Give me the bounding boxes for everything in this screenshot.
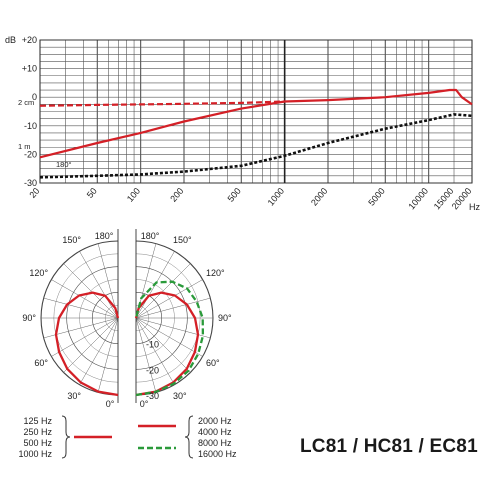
x-tick-label: 50 <box>85 186 99 200</box>
y-tick-label: -30 <box>24 178 37 188</box>
polar-spoke <box>135 317 203 357</box>
polar-spoke <box>135 317 175 385</box>
polar-angle-label: 90° <box>22 313 36 323</box>
polar-angle-label: 0° <box>106 399 115 409</box>
y-axis-unit-label: dB <box>5 35 16 45</box>
polar-series-line <box>54 291 120 397</box>
x-tick-label: 10000 <box>406 186 430 212</box>
plot-frame <box>39 39 473 184</box>
x-tick-label: 200 <box>168 186 185 204</box>
frequency-response-chart: +20 +10 0 -10 -20 -30 20 50 100 200 500 1000 2000 50… <box>5 35 480 212</box>
polar-angle-label: 30° <box>173 391 187 401</box>
legend-label-right: 16000 Hz <box>198 449 237 459</box>
annotation-2cm: 2 cm <box>18 98 34 107</box>
model-title: LC81 / HC81 / EC81 <box>300 436 478 457</box>
x-axis-unit-label: Hz <box>469 202 480 212</box>
y-axis-tick-labels: +20 +10 0 -10 -20 -30 <box>22 35 37 188</box>
polar-angle-label: 180° <box>141 231 160 241</box>
annotation-180deg: 180° <box>56 160 72 169</box>
polar-radial-label: -10 <box>146 340 159 350</box>
polar-right-half <box>134 229 214 403</box>
polar-angle-label: 120° <box>29 268 48 278</box>
legend-left-brace <box>61 415 71 459</box>
polar-angle-label: 30° <box>67 391 81 401</box>
polar-angle-label: 180° <box>95 231 114 241</box>
legend-label-left: 250 Hz <box>23 427 52 437</box>
x-tick-label: 1000 <box>266 186 287 208</box>
y-tick-label: -10 <box>24 121 37 131</box>
polar-labels: 0° 0° 30° 30° 60° 60° 90° 90° 120° 120° 150° 150° 18… <box>22 231 232 409</box>
polar-spoke <box>63 263 119 319</box>
polar-left-half <box>40 229 120 403</box>
polar-spoke <box>51 317 119 357</box>
y-tick-label: 0 <box>32 92 37 102</box>
legend-label-left: 125 Hz <box>23 416 52 426</box>
polar-angle-label: 90° <box>218 313 232 323</box>
freq-series-line <box>39 100 285 107</box>
polar-spoke <box>135 297 211 319</box>
polar-pattern-chart: 0° 0° 30° 30° 60° 60° 90° 90° 120° 120° 150° 150° 18… <box>22 229 232 409</box>
frequency-series <box>39 88 473 179</box>
polar-spoke <box>135 279 203 319</box>
x-tick-label: 20 <box>27 186 41 200</box>
polar-spoke <box>51 279 119 319</box>
polar-series-line <box>134 291 200 397</box>
polar-spoke <box>135 317 157 393</box>
y-tick-label: +10 <box>22 64 37 74</box>
polar-angle-label: 60° <box>34 358 48 368</box>
y-tick-label: +20 <box>22 35 37 45</box>
freq-series-line <box>39 88 473 159</box>
polar-spoke <box>79 251 119 319</box>
x-tick-label: 2000 <box>309 186 330 208</box>
x-tick-label: 500 <box>226 186 243 204</box>
polar-angle-label: 0° <box>140 399 149 409</box>
polar-angle-label: 150° <box>62 235 81 245</box>
x-tick-label: 5000 <box>366 186 387 208</box>
polar-radial-label: -30 <box>146 391 159 401</box>
polar-radial-label: -20 <box>146 365 159 375</box>
legend-label-right: 4000 Hz <box>198 427 232 437</box>
polar-spoke <box>79 317 119 385</box>
polar-spoke <box>135 317 191 373</box>
annotation-1m: 1 m <box>18 142 31 151</box>
legend-label-right: 8000 Hz <box>198 438 232 448</box>
polar-angle-label: 150° <box>173 235 192 245</box>
legend-label-left: 1000 Hz <box>18 449 52 459</box>
legend-label-left: 500 Hz <box>23 438 52 448</box>
polar-angle-label: 60° <box>206 358 220 368</box>
y-tick-label: -20 <box>24 149 37 159</box>
x-tick-label: 100 <box>125 186 142 204</box>
polar-spoke <box>63 317 119 373</box>
freq-series-line <box>39 113 473 179</box>
legend-right-brace <box>184 415 194 459</box>
legend-label-right: 2000 Hz <box>198 416 232 426</box>
polar-angle-label: 120° <box>206 268 225 278</box>
polar-spoke <box>97 317 119 393</box>
polar-spoke <box>135 263 191 319</box>
polar-series-line <box>134 280 205 397</box>
polar-spoke <box>135 317 211 339</box>
polar-spoke <box>43 297 119 319</box>
polar-spoke <box>43 317 119 339</box>
